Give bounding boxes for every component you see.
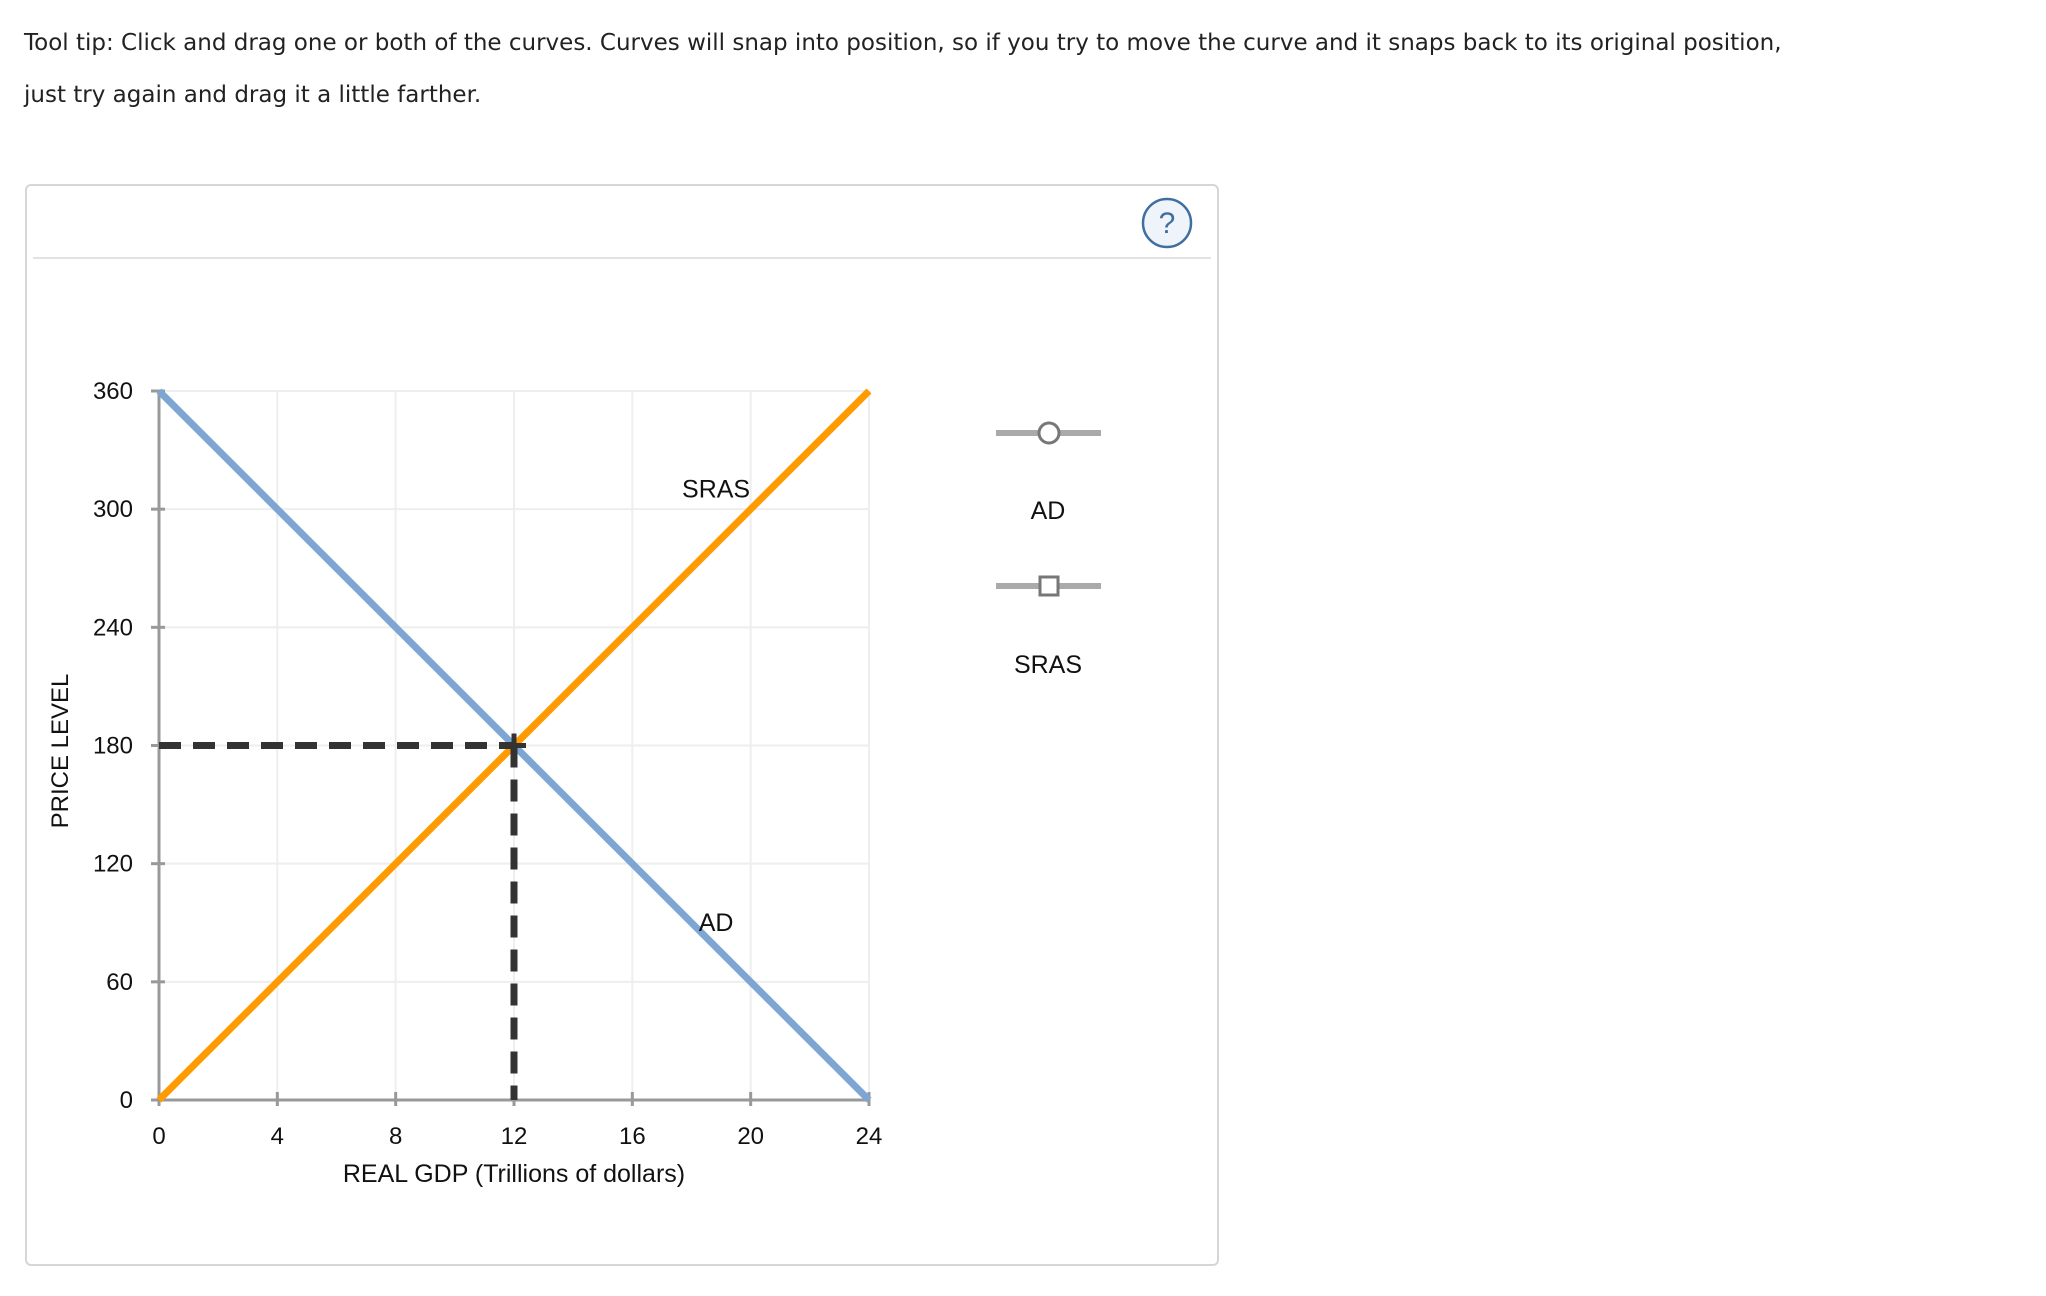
- y-tick-label: 120: [93, 851, 133, 878]
- legend-label: SRAS: [1014, 651, 1082, 679]
- x-tick-label: 4: [271, 1123, 284, 1150]
- x-axis-title: REAL GDP (Trillions of dollars): [343, 1160, 685, 1188]
- y-axis-title: PRICE LEVEL: [47, 674, 74, 829]
- question-mark: ?: [1159, 207, 1176, 240]
- panel-header-divider: [33, 257, 1211, 259]
- graph-panel: [25, 184, 1219, 1266]
- square-handle-icon[interactable]: [1038, 575, 1060, 597]
- tooltip-line-1: Tool tip: Click and drag one or both of …: [24, 30, 1782, 56]
- legend-label: AD: [1031, 497, 1066, 525]
- equilibrium-crosshair-icon: [502, 733, 526, 758]
- tooltip-line-2: just try again and drag it a little fart…: [24, 82, 482, 108]
- x-tick-label: 8: [389, 1123, 402, 1150]
- x-tick-label: 0: [152, 1123, 165, 1150]
- y-tick-label: 240: [93, 614, 133, 641]
- y-tick-label: 300: [93, 496, 133, 523]
- y-tick-label: 60: [106, 969, 133, 996]
- legend-item-ad[interactable]: AD: [996, 421, 1101, 525]
- x-tick-label: 24: [856, 1123, 883, 1150]
- y-tick-label: 0: [120, 1087, 133, 1114]
- x-tick-label: 12: [501, 1123, 528, 1150]
- ad-curve-label: AD: [699, 909, 734, 937]
- y-tick-label: 180: [93, 733, 133, 760]
- y-tick-label: 360: [93, 378, 133, 405]
- circle-handle-icon[interactable]: [1037, 421, 1061, 445]
- help-button[interactable]: ?: [1141, 197, 1193, 249]
- x-tick-label: 16: [619, 1123, 646, 1150]
- legend-item-sras[interactable]: SRAS: [996, 575, 1101, 679]
- x-tick-label: 20: [737, 1123, 764, 1150]
- question-circle-icon[interactable]: [1141, 197, 1193, 249]
- sras-curve-label: SRAS: [682, 475, 750, 503]
